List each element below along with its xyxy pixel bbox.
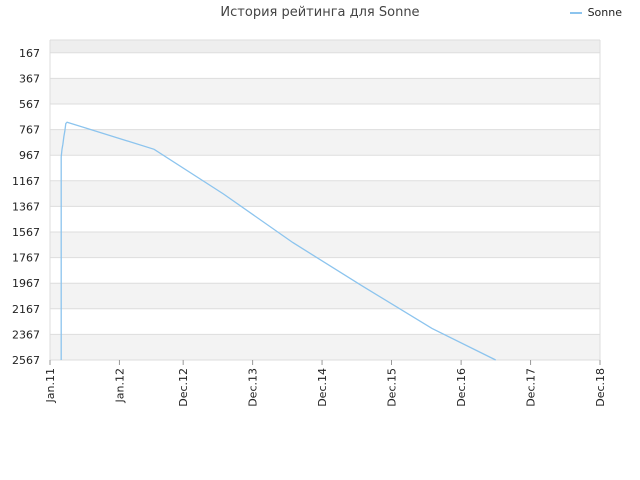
plot-band [50,180,600,207]
legend: Sonne [569,6,622,19]
y-tick-label: 1767 [12,252,40,265]
y-tick-label: 167 [19,47,40,60]
legend-label: Sonne [587,6,622,19]
chart-title: История рейтинга для Sonne [220,5,420,20]
x-tick-label: Dec.12 [177,368,190,407]
plot-band [50,334,600,360]
plot-band [50,257,600,284]
plot-band [50,232,600,258]
x-tick-label: Dec.14 [316,368,329,407]
y-tick-label: 1367 [12,200,40,213]
x-tick-label: Dec.18 [594,368,607,407]
x-tick-label: Dec.16 [455,368,468,407]
plot-band [50,104,600,130]
y-tick-label: 2367 [12,328,40,341]
y-tick-label: 2567 [12,354,40,367]
plot-band [50,206,600,232]
plot-band [50,129,600,156]
x-tick-label: Jan.12 [113,368,126,403]
legend-swatch [569,11,582,14]
x-tick-label: Jan.11 [44,368,57,403]
y-tick-label: 1967 [12,277,40,290]
plot-band [50,283,600,309]
x-tick-label: Dec.13 [247,368,260,407]
plot-band [50,40,600,53]
plot-band [50,78,600,104]
y-tick-label: 767 [19,124,40,137]
y-tick-label: 967 [19,149,40,162]
y-tick-label: 367 [19,72,40,85]
y-tick-label: 2167 [12,303,40,316]
plot-band [50,155,600,181]
plot-band [50,308,600,335]
y-tick-label: 1167 [12,175,40,188]
x-tick-label: Dec.15 [385,368,398,407]
y-tick-label: 1567 [12,226,40,239]
x-tick-label: Dec.17 [525,368,538,407]
series-line-sonne [60,121,496,361]
plot-band [50,52,600,79]
y-tick-label: 567 [19,98,40,111]
